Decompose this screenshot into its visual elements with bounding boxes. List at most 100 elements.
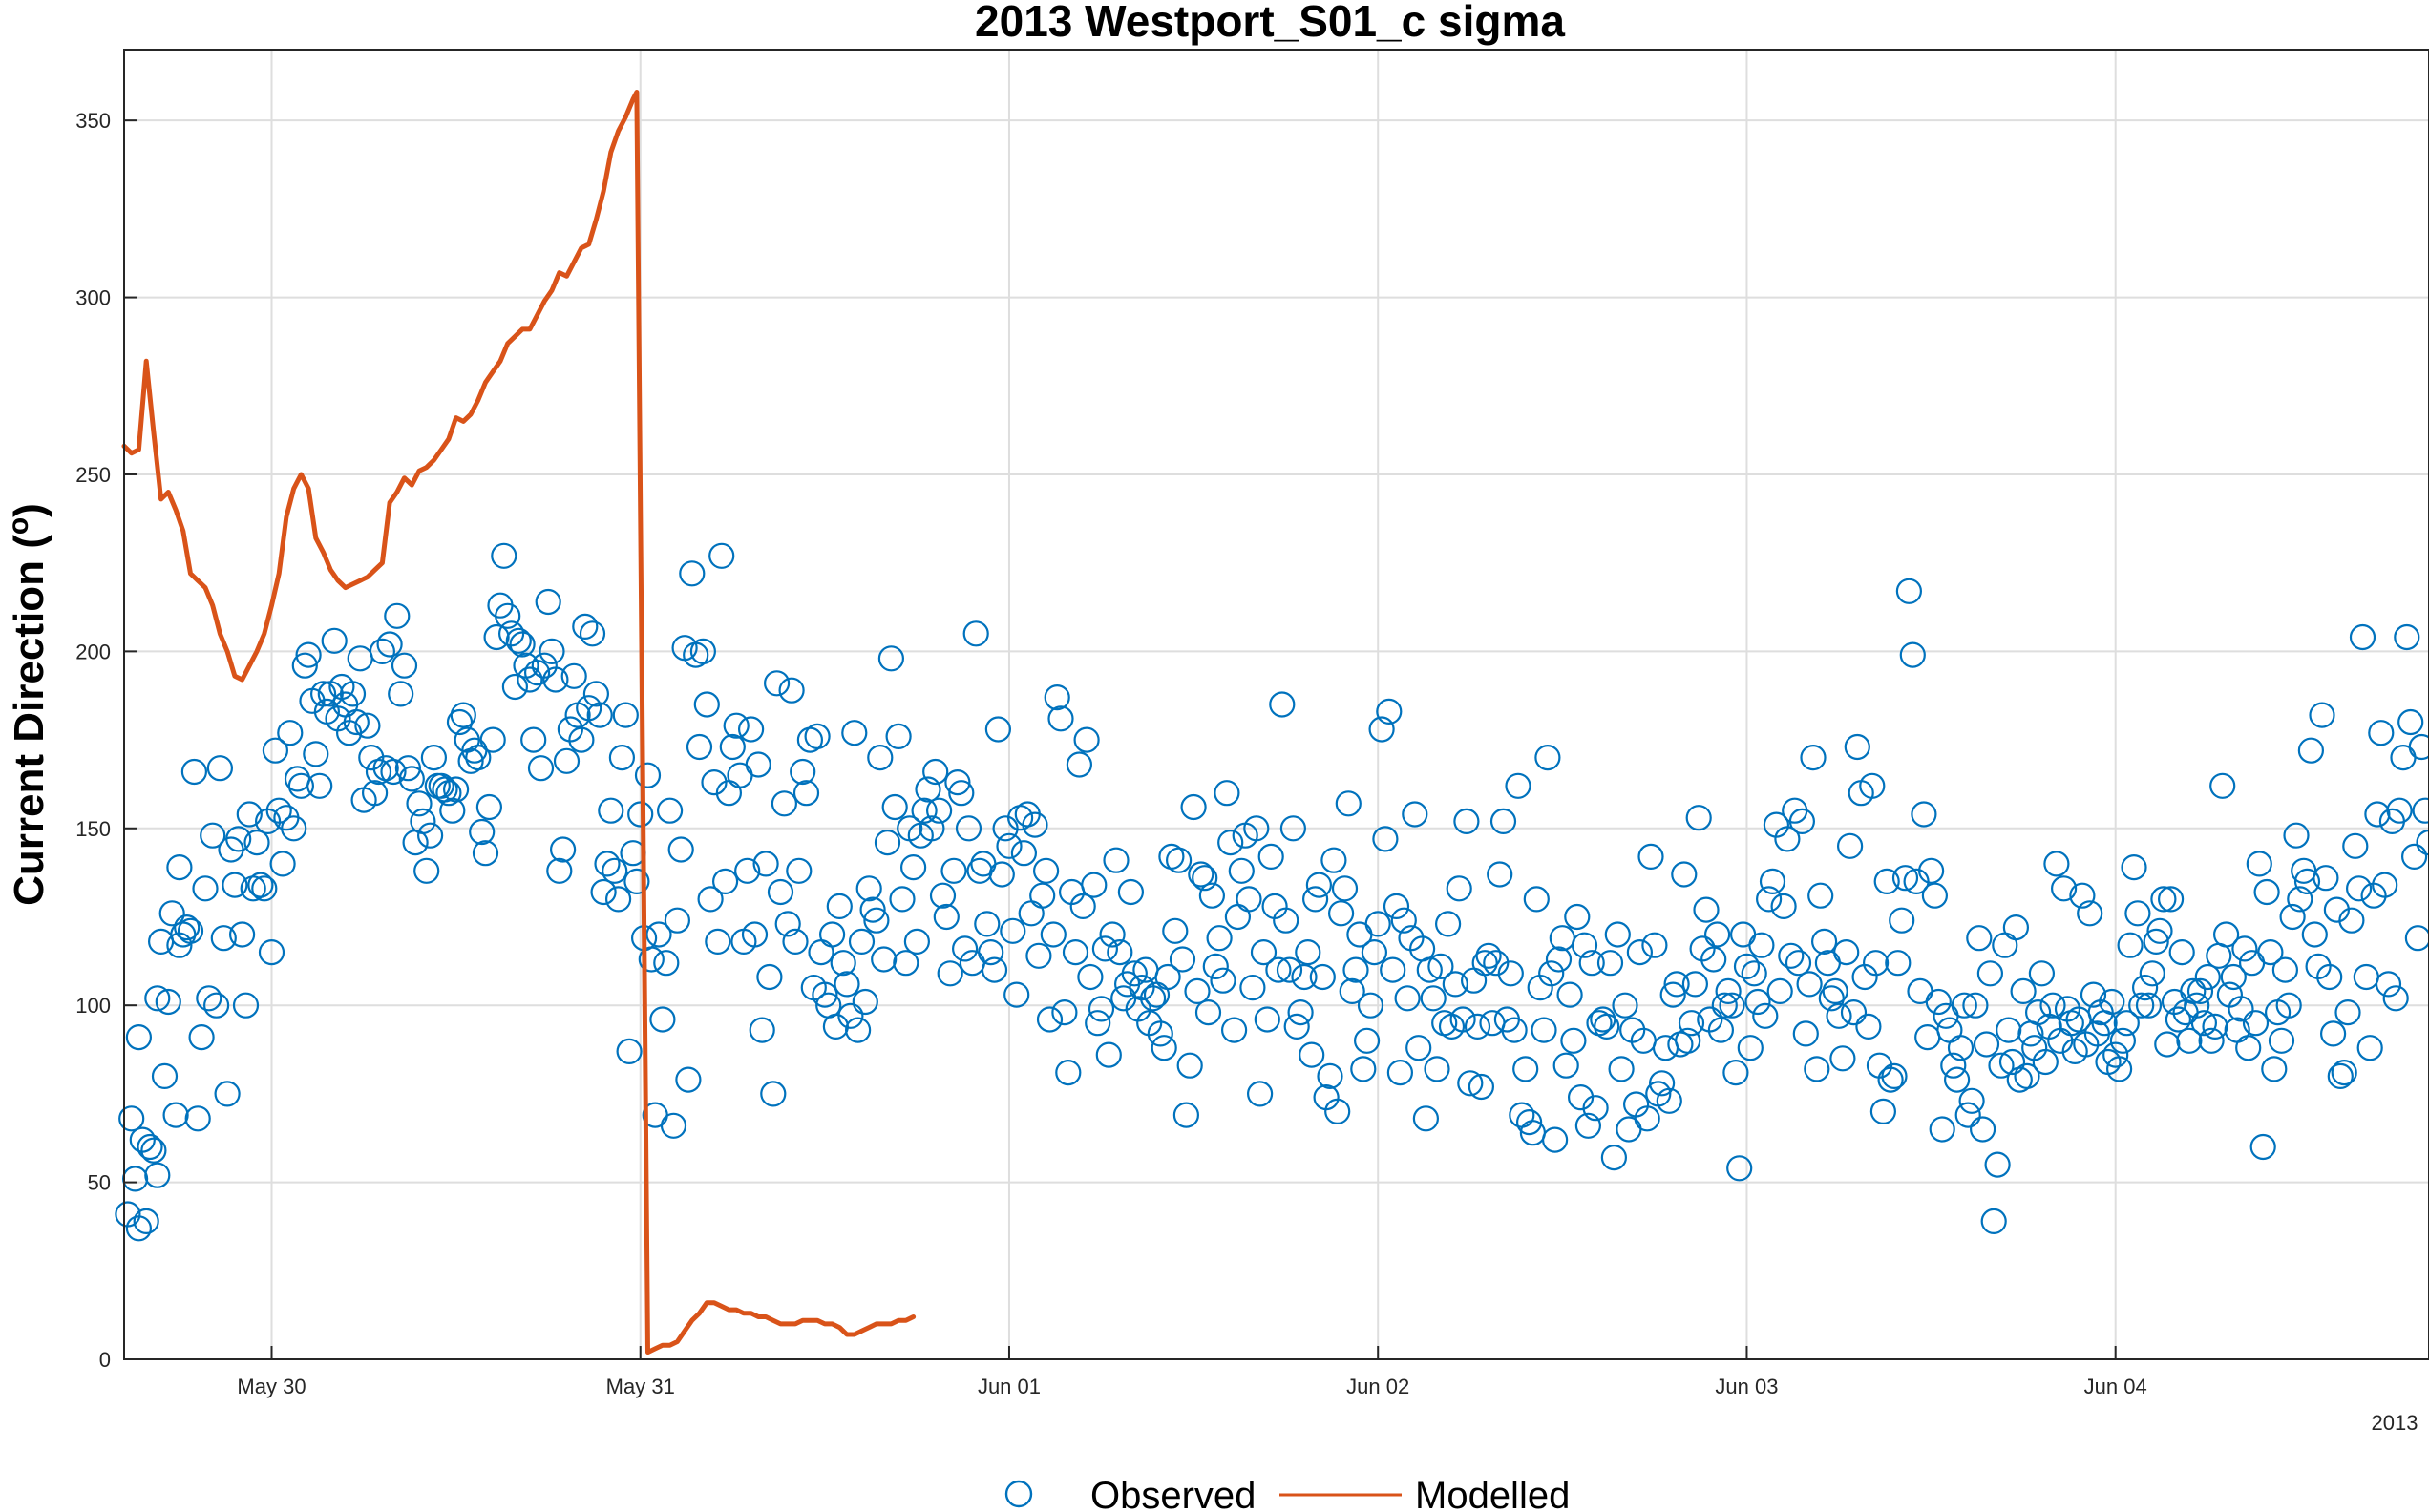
observed-point (1829, 1045, 1856, 1072)
y-tick-label: 250 (75, 463, 111, 487)
observed-point (122, 1166, 149, 1192)
observed-point (1468, 1073, 1495, 1101)
observed-point (2198, 1027, 2225, 1054)
observed-point (586, 702, 613, 728)
observed-point (1759, 868, 1786, 895)
observed-point (527, 755, 555, 782)
observed-point (2158, 886, 2185, 913)
observed-point (1833, 938, 1860, 966)
observed-point (2146, 917, 2173, 944)
observed-point (1301, 886, 1329, 913)
observed-point (2342, 832, 2369, 859)
grid (124, 50, 2429, 1360)
observed-point (1954, 1102, 1981, 1128)
observed-point (1556, 981, 1583, 1008)
observed-point (1040, 921, 1067, 948)
observed-point (1276, 956, 1303, 983)
observed-point (2124, 900, 2151, 927)
observed-point (1859, 772, 1886, 799)
observed-point (608, 744, 636, 771)
observed-point (391, 652, 418, 679)
observed-point (830, 950, 856, 976)
observed-point (214, 1081, 241, 1107)
observed-point (2202, 1013, 2228, 1040)
observed-point (2176, 1027, 2203, 1054)
observed-point (1069, 892, 1096, 920)
observed-point (1194, 998, 1222, 1026)
observed-point (1737, 1035, 1764, 1061)
observed-point (1899, 641, 1926, 668)
observed-point (984, 716, 1012, 743)
x-tick-label: Jun 04 (2084, 1375, 2147, 1398)
observed-point (388, 681, 414, 707)
observed-point (1929, 1116, 1955, 1143)
observed-point (1671, 861, 1698, 888)
observed-point (1243, 815, 1270, 842)
observed-point (1184, 977, 1211, 1005)
y-axis-label-close: ) (6, 503, 53, 517)
observed-point (1914, 1023, 1941, 1051)
observed-point (1117, 878, 1145, 906)
observed-point (177, 917, 204, 944)
observed-point (1596, 950, 1624, 976)
observed-point (1748, 932, 1775, 958)
observed-point (859, 896, 886, 923)
observed-point (1180, 793, 1207, 821)
observed-point (1715, 977, 1742, 1005)
observed-point (2002, 914, 2029, 941)
observed-point (1659, 981, 1686, 1008)
observed-point (1549, 925, 1575, 952)
observed-point (1239, 974, 1266, 1001)
observed-point (306, 772, 333, 799)
observed-point (1018, 900, 1045, 927)
observed-point (1766, 977, 1793, 1005)
observed-point (737, 716, 765, 743)
observed-point (988, 861, 1015, 888)
observed-point (767, 878, 794, 906)
observed-point (1453, 808, 1480, 835)
observed-point (2165, 1006, 2191, 1033)
observed-point (656, 797, 684, 824)
observed-point (1917, 857, 1945, 884)
observed-point (1992, 932, 2018, 958)
observed-point (1810, 928, 1838, 956)
observed-point (1279, 815, 1307, 842)
observed-point (792, 780, 820, 807)
observed-point (1487, 861, 1513, 888)
observed-point (623, 868, 650, 895)
observed-point (1663, 971, 1690, 998)
observed-point (1970, 1116, 1996, 1143)
observed-point (2235, 1035, 2262, 1061)
observed-point (2028, 960, 2055, 987)
y-tick-label: 350 (75, 109, 111, 133)
observed-point (1446, 875, 1472, 902)
observed-point (867, 744, 894, 771)
observed-point (848, 928, 876, 956)
observed-point (645, 921, 672, 948)
observed-point (1342, 956, 1369, 983)
observed-point (962, 620, 989, 647)
observed-point (1512, 1056, 1539, 1082)
observed-point (1327, 900, 1355, 927)
observed-point (598, 797, 624, 824)
observed-point (1733, 953, 1761, 980)
observed-point (1752, 1002, 1779, 1029)
observed-point (428, 772, 454, 799)
observed-point (1442, 971, 1468, 998)
observed-point (1958, 1087, 1985, 1114)
observed-point (1464, 1013, 1491, 1040)
observed-point (287, 772, 314, 799)
observed-point (981, 956, 1008, 983)
observed-point (1295, 938, 1321, 966)
observed-point (719, 733, 746, 761)
observed-point (236, 801, 263, 828)
observed-point (265, 797, 292, 824)
observed-point (2394, 623, 2420, 651)
observed-point (638, 946, 665, 973)
observed-point (343, 708, 370, 736)
observed-point (834, 971, 860, 998)
observed-point (2408, 733, 2429, 761)
observed-point (347, 645, 373, 672)
observed-point (1062, 938, 1089, 966)
observed-point (2279, 903, 2306, 931)
